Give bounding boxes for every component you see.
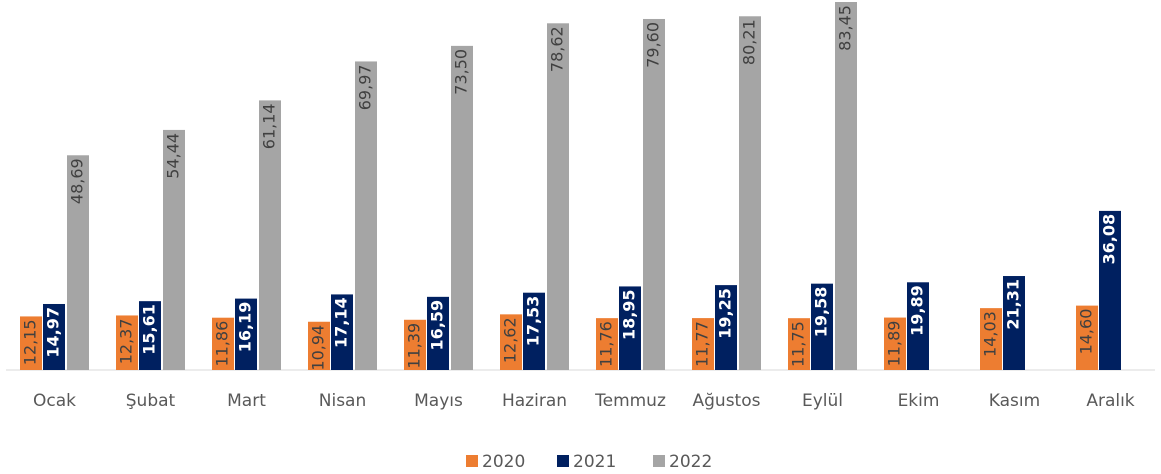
data-label: 61,14 <box>260 103 279 149</box>
data-label: 10,94 <box>309 325 328 371</box>
data-label: 36,08 <box>1100 214 1119 265</box>
legend-label: 2020 <box>482 452 525 472</box>
bar <box>547 23 569 370</box>
data-label: 54,44 <box>164 133 183 179</box>
data-label: 19,25 <box>716 288 735 339</box>
bar <box>355 61 377 370</box>
data-label: 17,14 <box>332 297 351 348</box>
data-label: 14,97 <box>44 307 63 358</box>
bar <box>596 318 618 370</box>
data-label: 78,62 <box>548 26 567 72</box>
bar <box>331 294 353 370</box>
bar <box>139 301 161 370</box>
x-tick-label: Temmuz <box>594 391 666 411</box>
bar <box>500 314 522 370</box>
bar <box>523 292 545 370</box>
bar <box>259 100 281 370</box>
legend-swatch <box>466 455 478 467</box>
data-label: 73,50 <box>452 49 471 95</box>
x-tick-label: Ekim <box>898 391 940 411</box>
legend-label: 2022 <box>669 452 712 472</box>
x-tick-label: Ağustos <box>693 391 761 411</box>
bar <box>212 317 234 370</box>
data-label: 83,45 <box>836 5 855 51</box>
bar <box>1076 305 1098 370</box>
bar <box>715 285 737 370</box>
bar <box>43 303 65 370</box>
bar <box>20 316 42 370</box>
bar <box>163 129 185 370</box>
bar <box>835 2 857 370</box>
data-label: 14,60 <box>1077 309 1096 355</box>
data-label: 11,86 <box>213 321 232 367</box>
data-label: 19,89 <box>908 285 927 336</box>
bar <box>692 318 714 370</box>
data-label: 18,95 <box>620 289 639 340</box>
data-label: 16,19 <box>236 302 255 353</box>
data-label: 14,03 <box>981 311 1000 357</box>
bar <box>739 16 761 370</box>
bar <box>235 298 257 370</box>
bar <box>884 317 906 370</box>
data-label: 12,37 <box>117 318 136 364</box>
bar <box>907 282 929 370</box>
bar <box>1099 210 1121 370</box>
data-label: 12,15 <box>21 319 40 365</box>
data-label: 69,97 <box>356 64 375 110</box>
bar <box>427 296 449 370</box>
bar <box>451 45 473 370</box>
legend-swatch <box>653 455 665 467</box>
legend-label: 2021 <box>573 452 616 472</box>
bar <box>811 283 833 370</box>
x-tick-label: Kasım <box>989 391 1040 411</box>
bar <box>619 286 641 370</box>
data-label: 15,61 <box>140 304 159 355</box>
x-tick-label: Ocak <box>33 391 76 411</box>
bar <box>643 18 665 370</box>
bar <box>788 318 810 370</box>
data-label: 80,21 <box>740 19 759 65</box>
data-label: 79,60 <box>644 22 663 68</box>
legend-swatch <box>557 455 569 467</box>
data-label: 21,31 <box>1004 279 1023 330</box>
x-tick-label: Haziran <box>502 391 567 411</box>
data-label: 11,39 <box>405 323 424 369</box>
data-label: 48,69 <box>68 158 87 204</box>
bar <box>404 319 426 370</box>
bar <box>308 321 330 370</box>
data-label: 12,62 <box>501 317 520 363</box>
bar <box>980 308 1002 370</box>
data-label: 11,75 <box>789 321 808 367</box>
x-tick-label: Şubat <box>126 391 176 411</box>
data-label: 16,59 <box>428 300 447 351</box>
bar <box>1003 276 1025 370</box>
x-tick-label: Mart <box>227 391 266 411</box>
data-label: 19,58 <box>812 287 831 338</box>
x-tick-label: Mayıs <box>414 391 463 411</box>
data-label: 11,76 <box>597 321 616 367</box>
x-tick-label: Nisan <box>319 391 367 411</box>
x-tick-label: Aralık <box>1086 391 1134 411</box>
x-tick-label: Eylül <box>802 391 843 411</box>
data-label: 17,53 <box>524 296 543 347</box>
bar <box>116 315 138 370</box>
data-label: 11,77 <box>693 321 712 367</box>
data-label: 11,89 <box>885 321 904 367</box>
bar <box>67 155 89 370</box>
